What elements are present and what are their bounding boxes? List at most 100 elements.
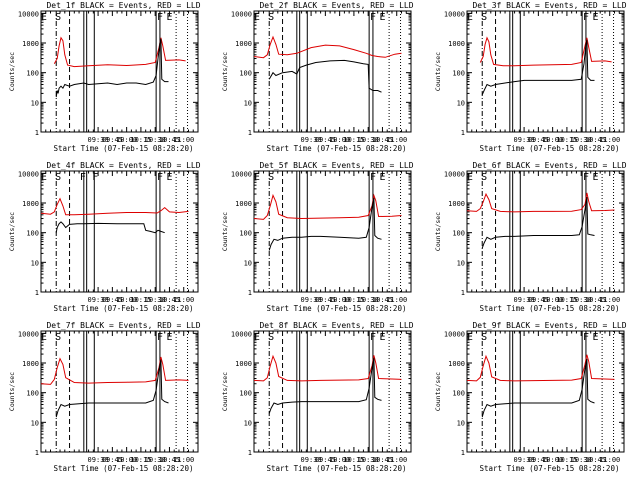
marker-label: F [370,332,376,343]
marker-label: E [166,332,172,343]
y-axis-label: Counts/sec [434,212,442,251]
x-tick-label: 09:45 [102,456,123,464]
lld-series-line [466,192,615,213]
x-tick-label: 10:00 [116,136,137,144]
marker-label: F [583,12,589,23]
marker-label: F [80,172,86,183]
plot-frame [253,330,412,453]
plot-frame [466,10,625,133]
x-tick-label: 10:45 [159,456,180,464]
y-tick-label: 10000 [444,170,465,178]
subplot-3: Det_3f BLACK = Events, RED = LLD 1 10 100 10… [434,1,627,153]
y-tick-label: 100 [26,390,39,398]
events-series-line [268,357,382,414]
marker-label: E [254,172,260,183]
y-tick-label: 100 [26,230,39,238]
marker-label: E [166,172,172,183]
marker-label: S [481,172,487,183]
x-tick-label: 10:15 [343,296,364,304]
x-tick-label: 10:30 [145,136,166,144]
y-tick-label: 10000 [18,330,39,338]
x-tick-label: 11:00 [173,296,194,304]
y-axis-label: Counts/sec [434,372,442,411]
x-tick-label: 11:00 [173,136,194,144]
x-axis-label: Start Time (07-Feb-15 08:28:20) [480,464,620,473]
marker-label: E [467,332,473,343]
x-tick-label: 10:15 [343,136,364,144]
y-tick-label: 10000 [231,170,252,178]
marker-label: E [379,332,385,343]
marker-label: F [157,12,163,23]
marker-label: F [583,332,589,343]
subplot-9: Det_9f BLACK = Events, RED = LLD 1 10 100 10… [434,321,627,473]
x-axis-label: Start Time (07-Feb-15 08:28:20) [267,464,407,473]
x-tick-label: 10:00 [542,456,563,464]
x-tick-label: 09:30 [514,136,535,144]
subplot-1: Det_1f BLACK = Events, RED = LLD 1 10 100 10… [8,1,201,153]
marker-label: E [467,12,473,23]
subplot-4: Det_4f BLACK = Events, RED = LLD 1 10 100 10… [8,161,201,313]
marker-label: E [592,172,598,183]
y-tick-label: 100 [452,390,465,398]
y-tick-label: 10 [457,99,465,107]
x-tick-label: 10:15 [130,296,151,304]
subplot-2: Det_2f BLACK = Events, RED = LLD 1 10 100 10… [221,1,414,153]
x-tick-label: 10:30 [145,296,166,304]
marker-label: F [370,172,376,183]
y-tick-label: 1000 [22,200,39,208]
y-tick-label: 1 [461,289,465,297]
x-tick-label: 10:45 [585,456,606,464]
x-tick-label: 09:30 [514,456,535,464]
marker-label: F [157,332,163,343]
y-tick-label: 1 [35,449,39,457]
x-tick-label: 10:30 [571,456,592,464]
x-tick-label: 10:30 [145,456,166,464]
y-axis-label: Counts/sec [8,212,16,251]
x-tick-label: 10:45 [372,456,393,464]
marker-label: S [55,172,61,183]
y-tick-label: 1000 [448,200,465,208]
x-tick-label: 10:15 [130,136,151,144]
marker-label: F [370,12,376,23]
marker-label: E [254,12,260,23]
x-tick-label: 10:15 [130,456,151,464]
events-series-line [268,59,382,93]
lld-series-line [253,354,402,382]
y-tick-label: 1000 [22,360,39,368]
marker-label: E [467,172,473,183]
x-tick-label: 09:45 [528,136,549,144]
x-tick-label: 10:45 [372,136,393,144]
subplot-title: Det_3f BLACK = Events, RED = LLD [472,1,626,10]
y-tick-label: 1000 [448,360,465,368]
subplot-6: Det_6f BLACK = Events, RED = LLD 1 10 100 10… [434,161,627,313]
plot-frame [40,330,199,453]
x-tick-label: 09:45 [102,296,123,304]
x-tick-label: 09:30 [301,296,322,304]
lld-series-line [253,35,402,59]
y-tick-label: 1 [461,449,465,457]
x-tick-label: 10:45 [372,296,393,304]
marker-label: E [41,12,47,23]
y-axis-label: Counts/sec [221,212,229,251]
subplot-title: Det_7f BLACK = Events, RED = LLD [46,321,200,330]
x-tick-label: 11:00 [386,136,407,144]
y-tick-label: 1000 [448,40,465,48]
subplot-title: Det_1f BLACK = Events, RED = LLD [46,1,200,10]
subplot-8: Det_8f BLACK = Events, RED = LLD 1 10 100 10… [221,321,414,473]
y-tick-label: 100 [239,70,252,78]
y-tick-label: 1000 [235,360,252,368]
y-tick-label: 10000 [231,330,252,338]
plot-frame [253,170,412,293]
x-tick-label: 10:45 [585,296,606,304]
y-tick-label: 10 [244,259,252,267]
x-tick-label: 11:00 [386,296,407,304]
x-tick-label: 10:30 [571,136,592,144]
x-tick-label: 10:15 [556,136,577,144]
marker-label: F [92,172,98,183]
events-series-line [481,358,595,418]
y-tick-label: 10000 [18,170,39,178]
x-tick-label: 09:45 [528,296,549,304]
x-tick-label: 09:30 [514,296,535,304]
y-tick-label: 10000 [444,10,465,18]
